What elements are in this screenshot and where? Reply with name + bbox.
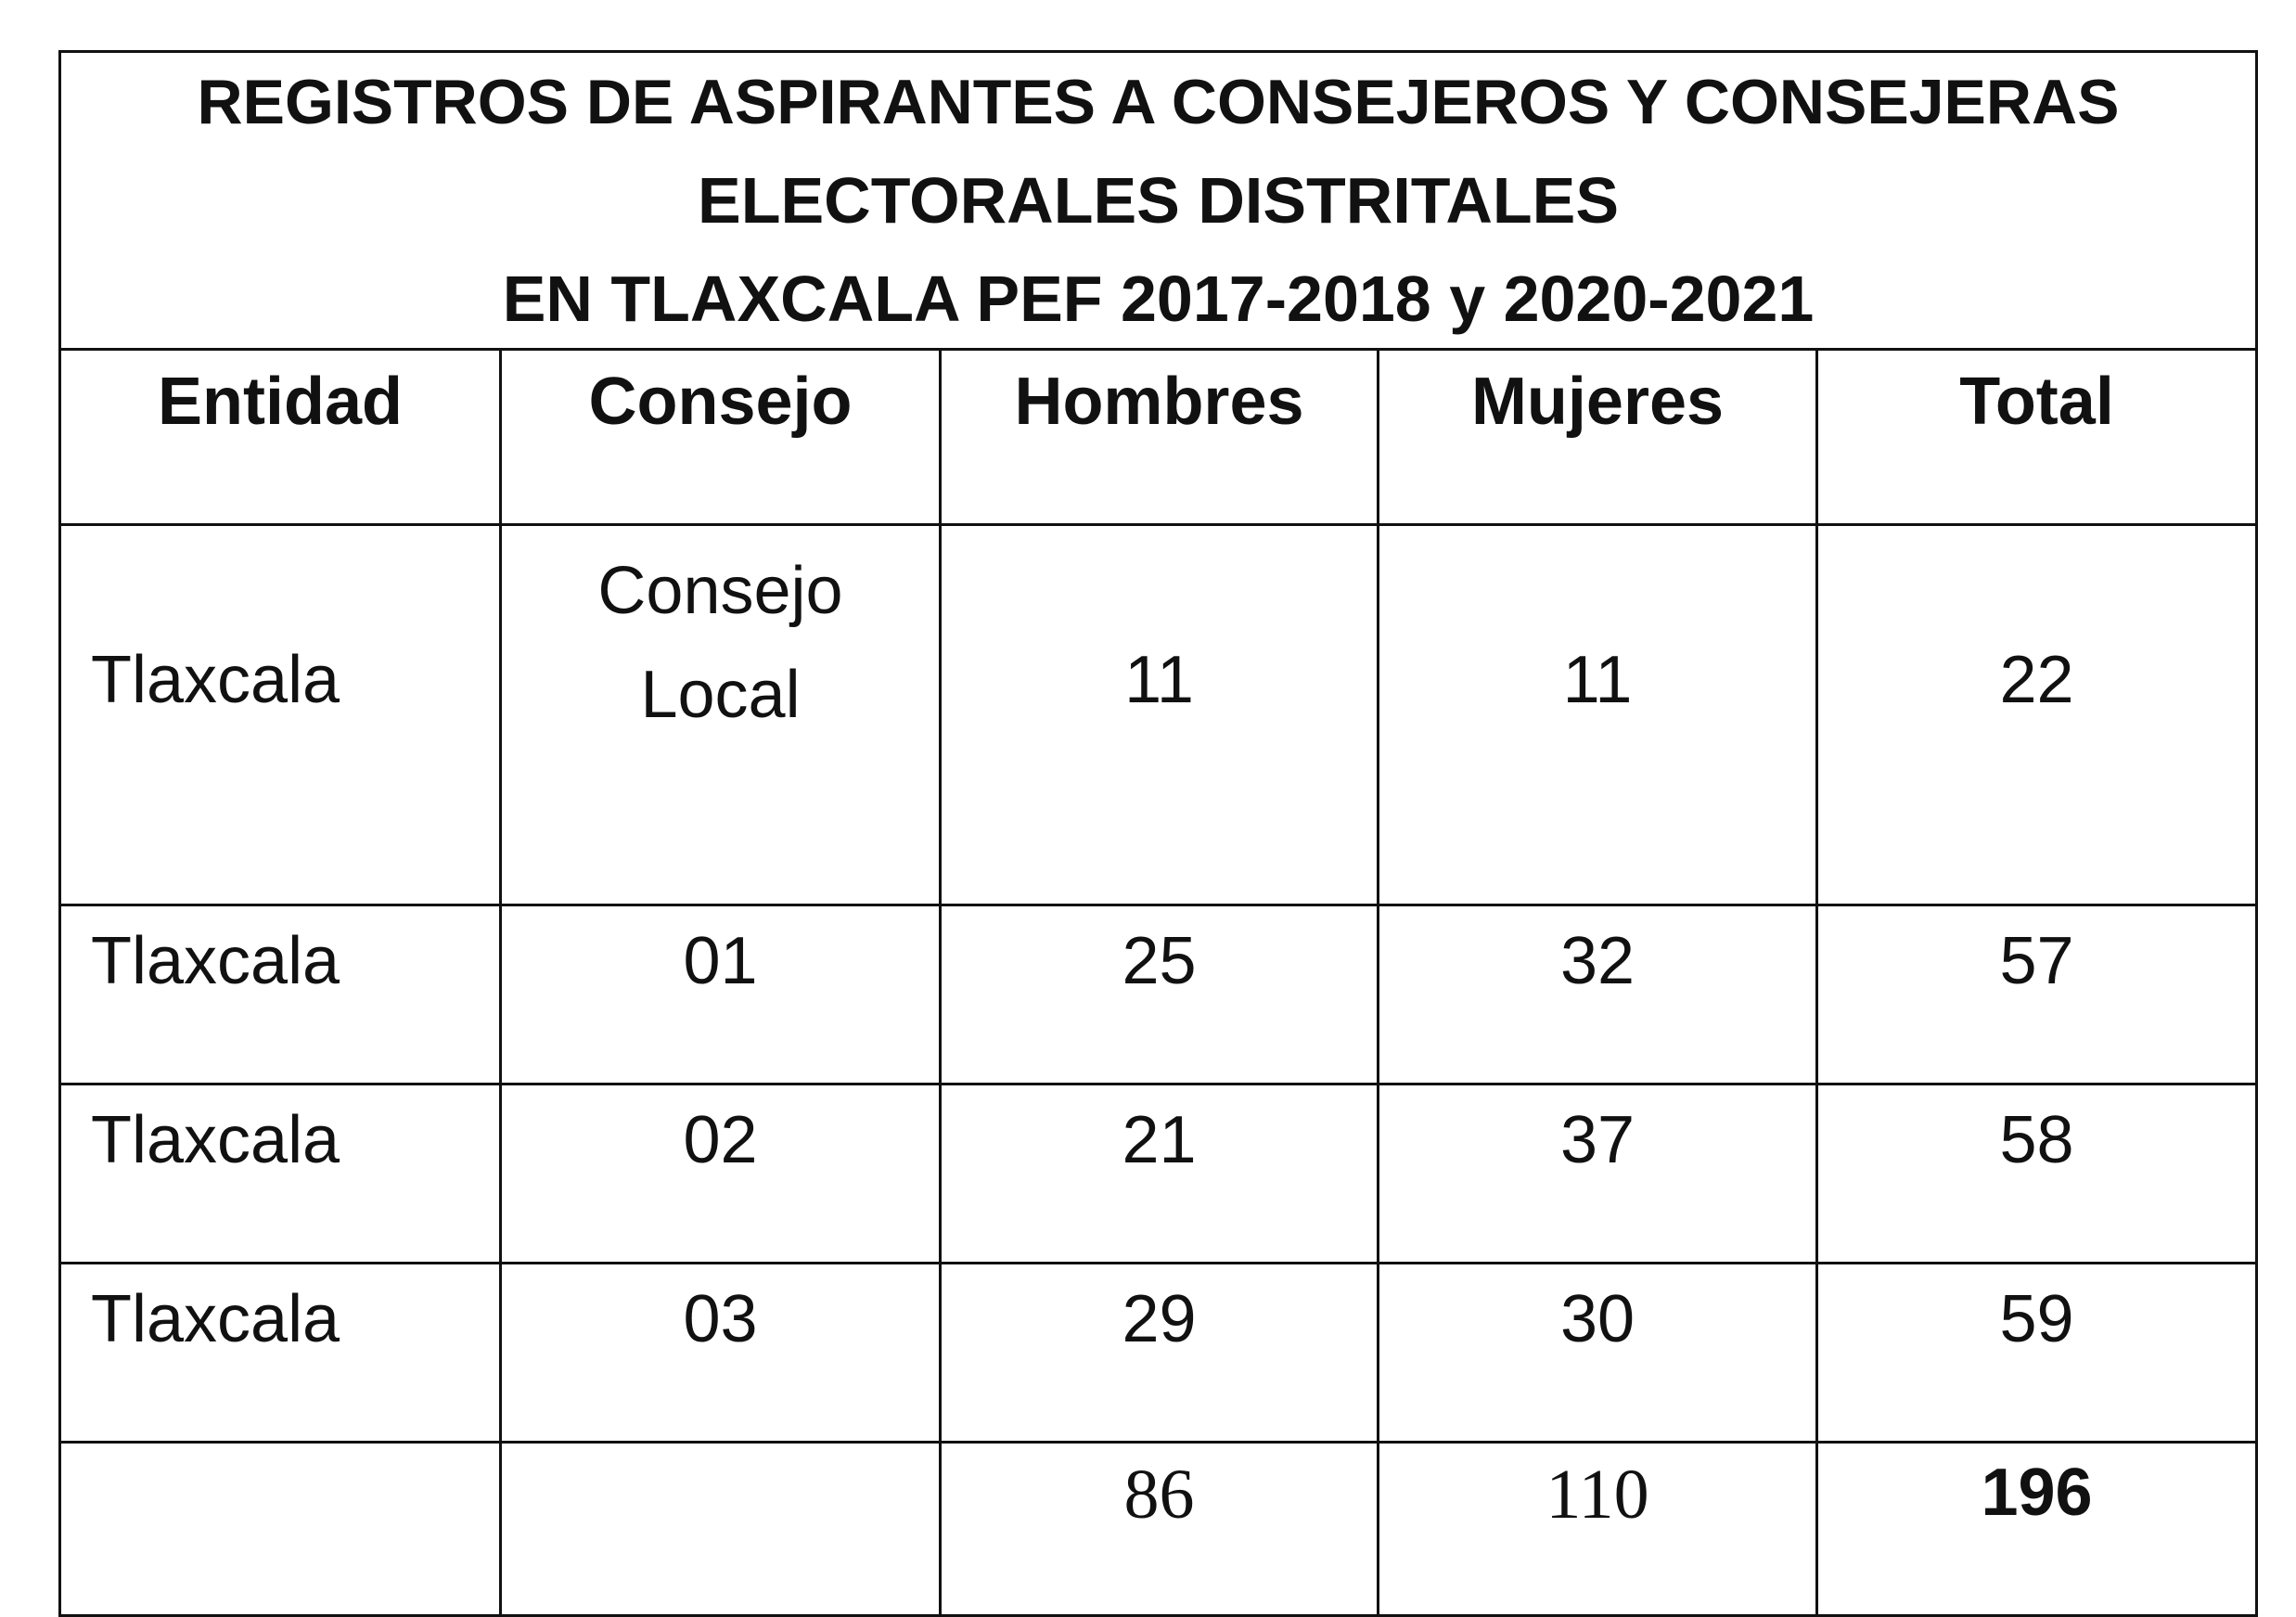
total-mujeres: 110 [1377,1441,1818,1617]
cell-entidad: Tlaxcala [58,1262,502,1444]
header-consejo: Consejo [499,348,942,526]
totals-row: 86 110 196 [58,1441,2259,1617]
cell-consejo: 01 [499,904,942,1085]
cell-total: 59 [1815,1262,2259,1444]
cell-mujeres: 32 [1377,904,1818,1085]
title-line-3: EN TLAXCALA PEF 2017-2018 y 2020-2021 [502,263,1815,335]
cell-total: 22 [1815,523,2259,906]
table-row: Tlaxcala 02 21 37 58 [58,1083,2259,1264]
registros-table: REGISTROS DE ASPIRANTES A CONSEJEROS Y C… [58,50,2259,1617]
header-hombres: Hombres [939,348,1379,526]
table-row: Tlaxcala Consejo Local 11 11 22 [58,523,2259,906]
grand-total: 196 [1815,1441,2259,1617]
title-line-2: ELECTORALES DISTRITALES [698,164,1620,237]
header-entidad: Entidad [58,348,502,526]
cell-consejo: 03 [499,1262,942,1444]
title-row: REGISTROS DE ASPIRANTES A CONSEJEROS Y C… [58,50,2259,351]
total-hombres: 86 [939,1441,1379,1617]
header-row: Entidad Consejo Hombres Mujeres Total [58,348,2259,526]
cell-hombres: 11 [939,523,1379,906]
cell-mujeres: 37 [1377,1083,1818,1264]
title-line-1: REGISTROS DE ASPIRANTES A CONSEJEROS Y C… [197,67,2120,137]
cell-entidad: Tlaxcala [58,523,502,906]
cell-entidad: Tlaxcala [58,904,502,1085]
table-row: Tlaxcala 03 29 30 59 [58,1262,2259,1444]
table-title: REGISTROS DE ASPIRANTES A CONSEJEROS Y C… [58,50,2259,351]
totals-empty-consejo [499,1441,942,1617]
cell-consejo: 02 [499,1083,942,1264]
cell-total: 57 [1815,904,2259,1085]
cell-consejo-line-1: Consejo [597,554,843,628]
cell-hombres: 21 [939,1083,1379,1264]
cell-mujeres: 30 [1377,1262,1818,1444]
header-total: Total [1815,348,2259,526]
cell-consejo: Consejo Local [499,523,942,906]
cell-mujeres: 11 [1377,523,1818,906]
table-row: Tlaxcala 01 25 32 57 [58,904,2259,1085]
cell-consejo-line-2: Local [640,658,801,732]
header-mujeres: Mujeres [1377,348,1818,526]
cell-entidad: Tlaxcala [58,1083,502,1264]
cell-hombres: 25 [939,904,1379,1085]
cell-hombres: 29 [939,1262,1379,1444]
cell-total: 58 [1815,1083,2259,1264]
totals-empty-entidad [58,1441,502,1617]
